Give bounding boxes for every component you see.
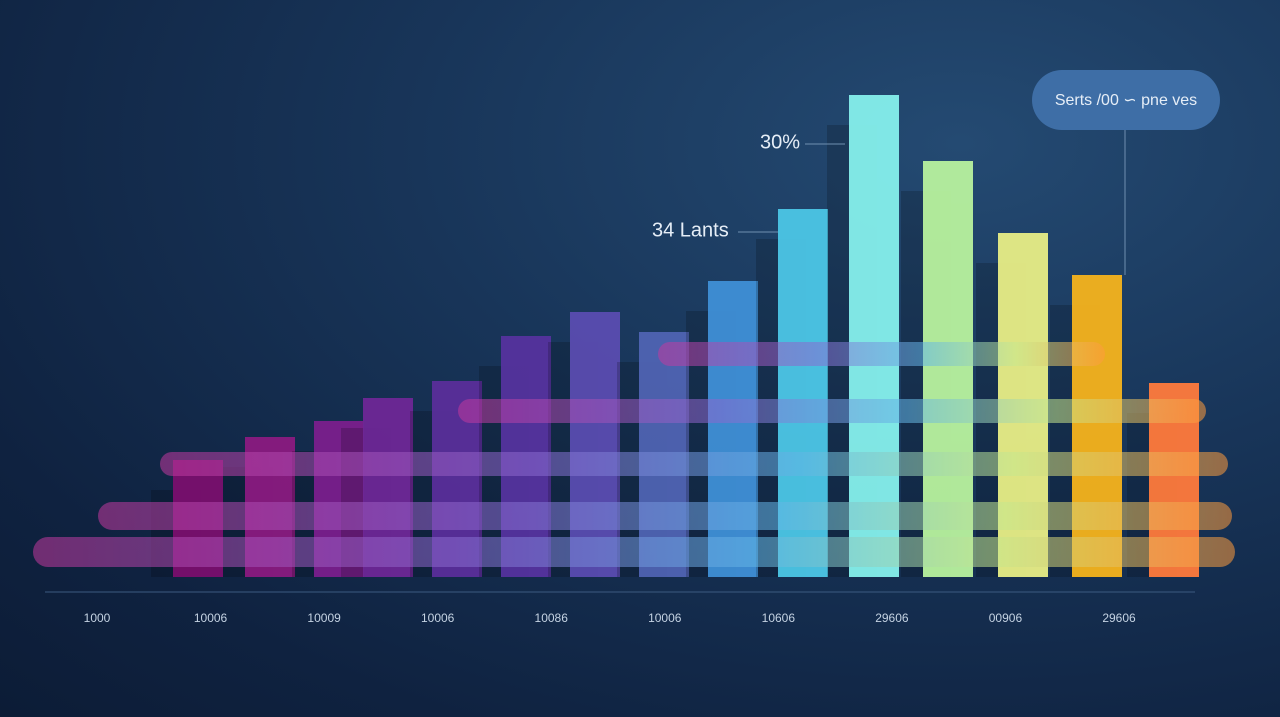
band [33,537,1235,567]
bar [570,312,620,577]
x-tick-label: 10006 [421,611,455,625]
x-tick-label: 10086 [535,611,569,625]
annotation: 34 Lants [652,219,729,241]
bar [849,95,899,577]
x-tick-label: 29606 [1102,611,1136,625]
x-tick-label: 10009 [307,611,341,625]
x-axis-labels: 1000 10006 10009 10006 10086 10006 10606 29606 0… [84,611,1136,625]
x-tick-label: 1000 [84,611,111,625]
band [160,452,1228,476]
x-tick-label: 10006 [194,611,228,625]
bar [708,281,758,577]
x-tick-label: 00906 [989,611,1023,625]
band [98,502,1232,530]
legend-label: Serts /00 ∽ pne ves [1055,92,1197,109]
legend-box [1032,70,1220,130]
annotation: 30% [760,131,800,153]
decorative-bands [33,342,1235,567]
x-tick-label: 29606 [875,611,909,625]
band [458,399,1206,423]
band [658,342,1105,366]
x-tick-label: 10606 [762,611,796,625]
x-tick-label: 10006 [648,611,682,625]
bar [1072,275,1122,577]
